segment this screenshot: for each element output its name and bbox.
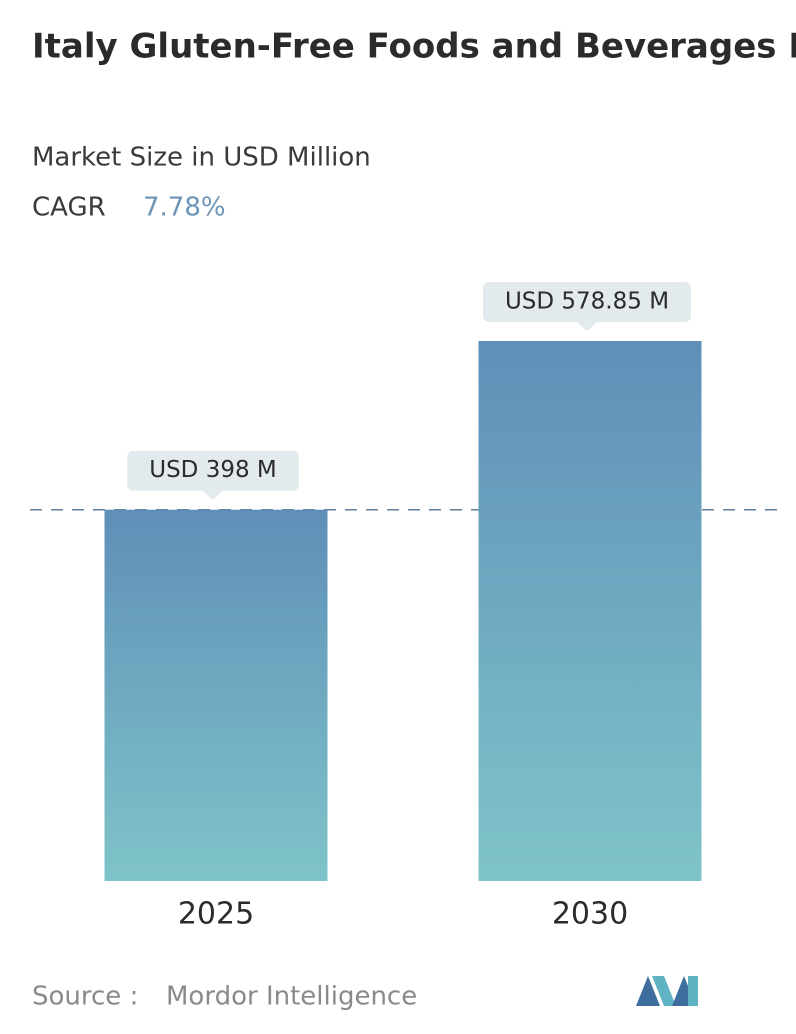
source: Mordor Intelligence xyxy=(166,982,417,1012)
value-label-box xyxy=(482,282,692,322)
cagr-label: CAGR xyxy=(32,193,106,223)
subtitle: Market Size in USD Million xyxy=(32,143,371,173)
value-label: USD 578.85 M xyxy=(505,289,669,315)
source-label: Source : xyxy=(32,982,138,1012)
bar xyxy=(478,341,702,881)
value-label-box xyxy=(127,450,299,491)
value-label-pointer xyxy=(203,490,223,500)
logo xyxy=(636,976,698,1006)
cagr-value: 7.78% xyxy=(143,193,226,223)
bar xyxy=(104,509,328,881)
x-tick-label: 2025 xyxy=(178,897,254,932)
x-tick-label: 2030 xyxy=(552,897,628,932)
value-label-pointer xyxy=(577,322,597,331)
chart-title: Italy Gluten-Free Foods and Beverages Ma… xyxy=(32,27,796,67)
value-label: USD 398 M xyxy=(149,457,277,483)
